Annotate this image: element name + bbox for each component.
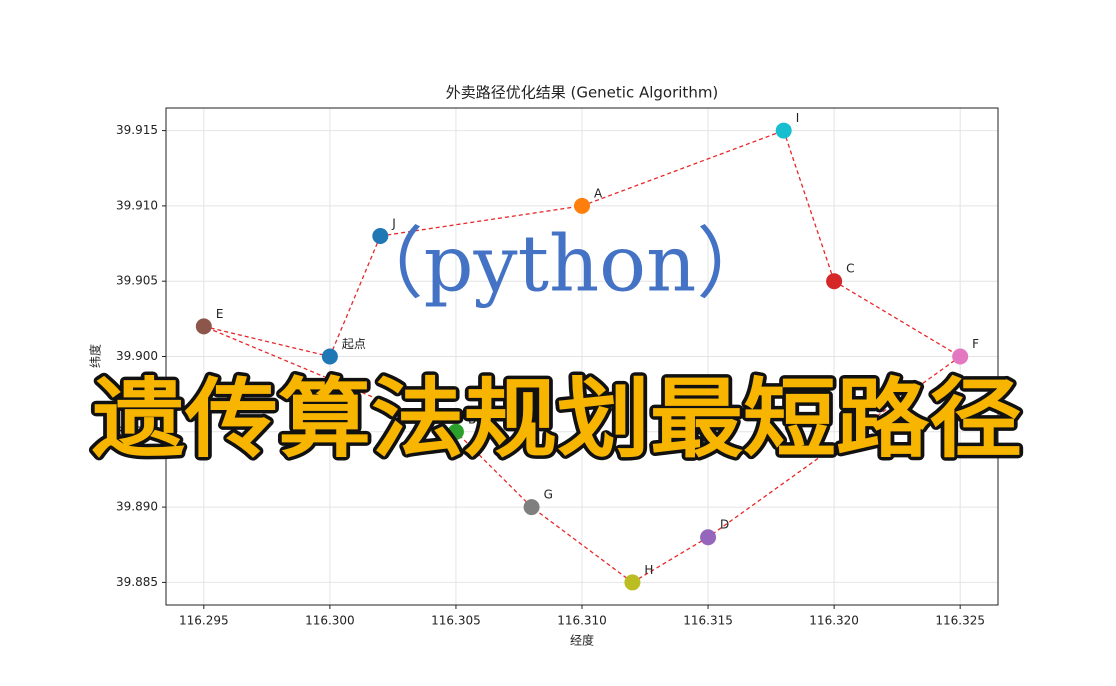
point-label: 起点 (342, 337, 366, 351)
route-segment (380, 205, 583, 237)
point-label: G (544, 488, 553, 502)
point-label: D (720, 518, 729, 532)
route-segment (581, 129, 784, 207)
point-label: A (594, 186, 603, 200)
point-label: B (468, 412, 476, 426)
point-label: H (644, 563, 653, 577)
route-segment (203, 325, 331, 358)
x-tick-label: 116.295 (179, 614, 229, 628)
point (952, 348, 969, 365)
point-label: C (846, 262, 854, 276)
y-tick-label: 39.905 (116, 274, 158, 288)
point (700, 529, 717, 546)
route-segment (833, 280, 961, 358)
y-tick-label: 39.900 (116, 349, 158, 363)
point (775, 122, 792, 139)
route-segment (632, 536, 709, 583)
x-tick-label: 116.315 (683, 614, 733, 628)
x-tick-label: 116.305 (431, 614, 481, 628)
route-segment (329, 235, 381, 357)
route-segment (707, 355, 961, 538)
route-segment (455, 431, 533, 508)
point (624, 574, 641, 591)
point-label: E (216, 307, 224, 321)
y-tick-label: 39.895 (116, 424, 158, 438)
point (523, 499, 540, 516)
point-label: J (391, 217, 396, 231)
y-tick-label: 39.915 (116, 123, 158, 137)
point (372, 228, 389, 245)
point-label: I (796, 111, 800, 125)
point-label: F (972, 337, 979, 351)
x-axis-label: 经度 (570, 633, 594, 648)
point (321, 348, 338, 365)
overlay-code: （python） (346, 220, 775, 310)
y-tick-label: 39.910 (116, 198, 158, 212)
y-tick-label: 39.890 (116, 500, 158, 514)
point (195, 318, 212, 335)
x-tick-label: 116.325 (935, 614, 985, 628)
plot-frame (165, 107, 999, 606)
y-axis-label: 纬度 (88, 344, 103, 368)
point (447, 423, 464, 440)
chart-title: 外卖路径优化结果 (Genetic Algorithm) (446, 84, 719, 102)
x-tick-label: 116.320 (809, 614, 859, 628)
x-tick-label: 116.310 (557, 614, 607, 628)
point (826, 273, 843, 290)
route-segment (203, 325, 457, 433)
point (574, 197, 590, 214)
x-tick-label: 116.300 (305, 614, 355, 628)
route-segment (783, 130, 835, 282)
overlay-headline: 遗传算法规划最短路径 (92, 369, 1022, 469)
y-tick-label: 39.885 (116, 575, 158, 589)
